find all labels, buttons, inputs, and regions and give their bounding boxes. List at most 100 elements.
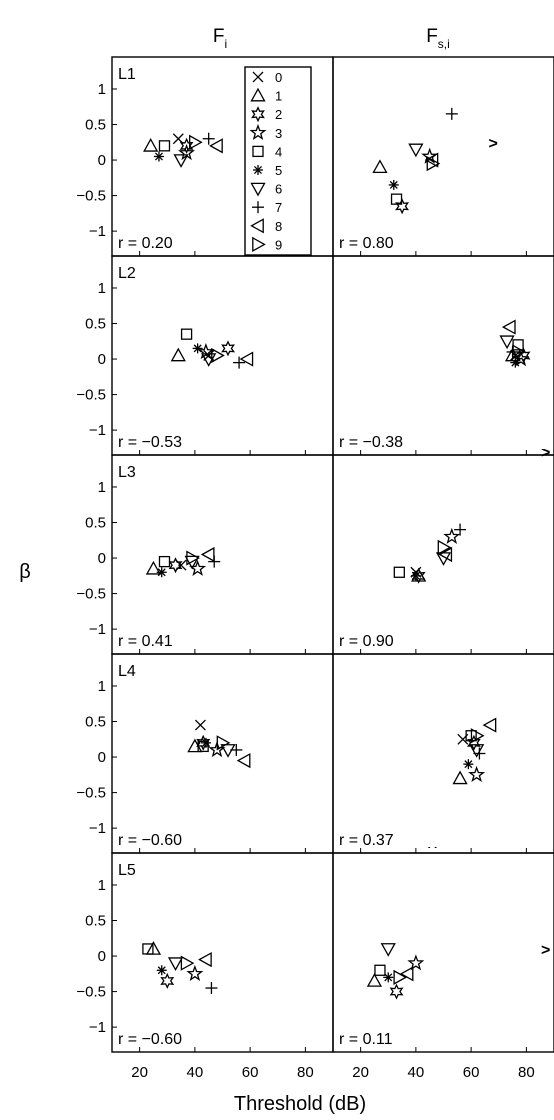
points: [187, 719, 251, 769]
y-tick-label: 1: [98, 678, 106, 695]
point-5: [153, 151, 164, 162]
legend-marker: [250, 218, 264, 234]
point-3: [197, 342, 215, 360]
legend-entry: 5: [253, 163, 282, 178]
y-tick-label: 0.5: [85, 117, 106, 134]
points: [452, 717, 497, 785]
panel-2-fsi: r = −0.38: [332, 255, 554, 456]
point-5: [200, 737, 211, 748]
panel-4-fsi: r = 0.37: [332, 653, 554, 854]
point-5: [388, 179, 399, 190]
legend: 0 1 2 3 4 5 6 7 8 9: [244, 66, 312, 256]
legend-label: 9: [275, 237, 282, 252]
y-tick-label: 0.5: [85, 316, 106, 333]
point-5: [156, 965, 167, 976]
legend-entry: 8: [250, 218, 282, 234]
y-tick-label: 0: [98, 749, 106, 766]
point-3: [407, 954, 425, 971]
panel-frame: [332, 852, 554, 1053]
point-5: [463, 759, 474, 770]
legend-label: 5: [275, 163, 282, 178]
off-scale-arrow: >: [489, 135, 498, 152]
r-value: r = 0.37: [339, 832, 394, 849]
points: >: [372, 107, 498, 215]
panel-frame: [332, 454, 554, 655]
r-value: r = −0.38: [339, 434, 403, 451]
r-value: r = 0.80: [339, 235, 394, 252]
x-tick-label: 40: [187, 1064, 204, 1081]
point-5: [192, 343, 203, 354]
panel-4-fi: 1 0.5 0 −0.5 −1 L4 r = −0.60: [76, 653, 334, 854]
column-title-fi: Fi: [213, 26, 227, 51]
point-6: [499, 335, 515, 350]
panel-5-fi: 1 0.5 0 −0.5 −1 20 40 60 80 L5 r = −0.60: [76, 852, 334, 1081]
point-1: [366, 973, 383, 987]
off-scale-arrow: >: [541, 444, 550, 461]
legend-entry: 3: [249, 123, 282, 141]
points: ^>: [366, 847, 550, 1000]
y-tick-label: −0.5: [76, 188, 106, 205]
panel-frame: [111, 852, 334, 1053]
point-8: [399, 966, 414, 982]
y-tick-label: −0.5: [76, 785, 106, 802]
point-9: [426, 156, 441, 172]
x-axis-label: Threshold (dB): [234, 1093, 366, 1115]
point-4: [142, 943, 154, 955]
point-7: [233, 356, 246, 369]
point-2: [466, 734, 481, 751]
panel-label: L1: [118, 66, 136, 83]
legend-marker: [249, 123, 267, 141]
points: [499, 319, 531, 368]
points: [143, 132, 223, 168]
y-tick-label: 1: [98, 280, 106, 297]
points: [142, 941, 218, 995]
y-tick-label: 0: [98, 550, 106, 567]
point-7: [202, 132, 215, 145]
y-tick-label: −0.5: [76, 984, 106, 1001]
legend-label: 4: [275, 144, 282, 159]
point-2: [395, 198, 410, 215]
x-tick-label: 60: [463, 1064, 480, 1081]
point-5: [410, 570, 421, 581]
point-1: [143, 138, 159, 152]
y-tick-label: 0.5: [85, 714, 106, 731]
point-6: [408, 143, 424, 158]
column-title-fsi: Fs,i: [426, 26, 450, 51]
point-9: [211, 347, 225, 364]
point-8: [424, 152, 439, 168]
r-value: r = −0.60: [118, 832, 182, 849]
svg-text:Fs,i: Fs,i: [426, 26, 450, 51]
panel-5-fsi: 20 40 60 80r = 0.11^>: [332, 847, 554, 1081]
r-value: r = −0.60: [118, 1031, 182, 1048]
y-tick-label: −1: [89, 820, 106, 837]
point-1: [170, 347, 186, 362]
legend-label: 0: [275, 70, 282, 85]
point-6: [184, 555, 200, 570]
svg-text:Fi: Fi: [213, 26, 227, 51]
point-4: [374, 964, 386, 976]
legend-marker: [252, 201, 264, 214]
point-8: [198, 952, 212, 968]
panel-3-fi: 1 0.5 0 −0.5 −1 L3 r = 0.41: [76, 454, 334, 655]
legend-marker: [252, 236, 266, 253]
y-tick-label: 1: [98, 877, 106, 894]
point-4: [158, 140, 171, 152]
point-9: [186, 550, 200, 566]
panel-frame: [332, 653, 554, 854]
point-9: [180, 955, 195, 971]
y-axis-label: β: [19, 561, 31, 583]
point-8: [236, 753, 251, 769]
legend-marker: [251, 106, 265, 123]
point-9: [216, 735, 231, 751]
panel-frame: [111, 454, 334, 655]
point-6: [173, 154, 189, 168]
panel-grid: 1 0.5 0 −0.5 −1 L1 r = 0.20 r = 0.80 >1 0.5 0 −0.5 −…: [76, 56, 554, 1081]
r-value: r = 0.90: [339, 633, 394, 650]
point-9: [512, 344, 526, 360]
x-tick-label: 80: [518, 1064, 535, 1081]
point-1: [145, 560, 162, 575]
point-4: [180, 328, 193, 340]
point-9: [393, 969, 408, 985]
legend-entry: 2: [251, 106, 282, 123]
legend-marker: [250, 182, 266, 197]
